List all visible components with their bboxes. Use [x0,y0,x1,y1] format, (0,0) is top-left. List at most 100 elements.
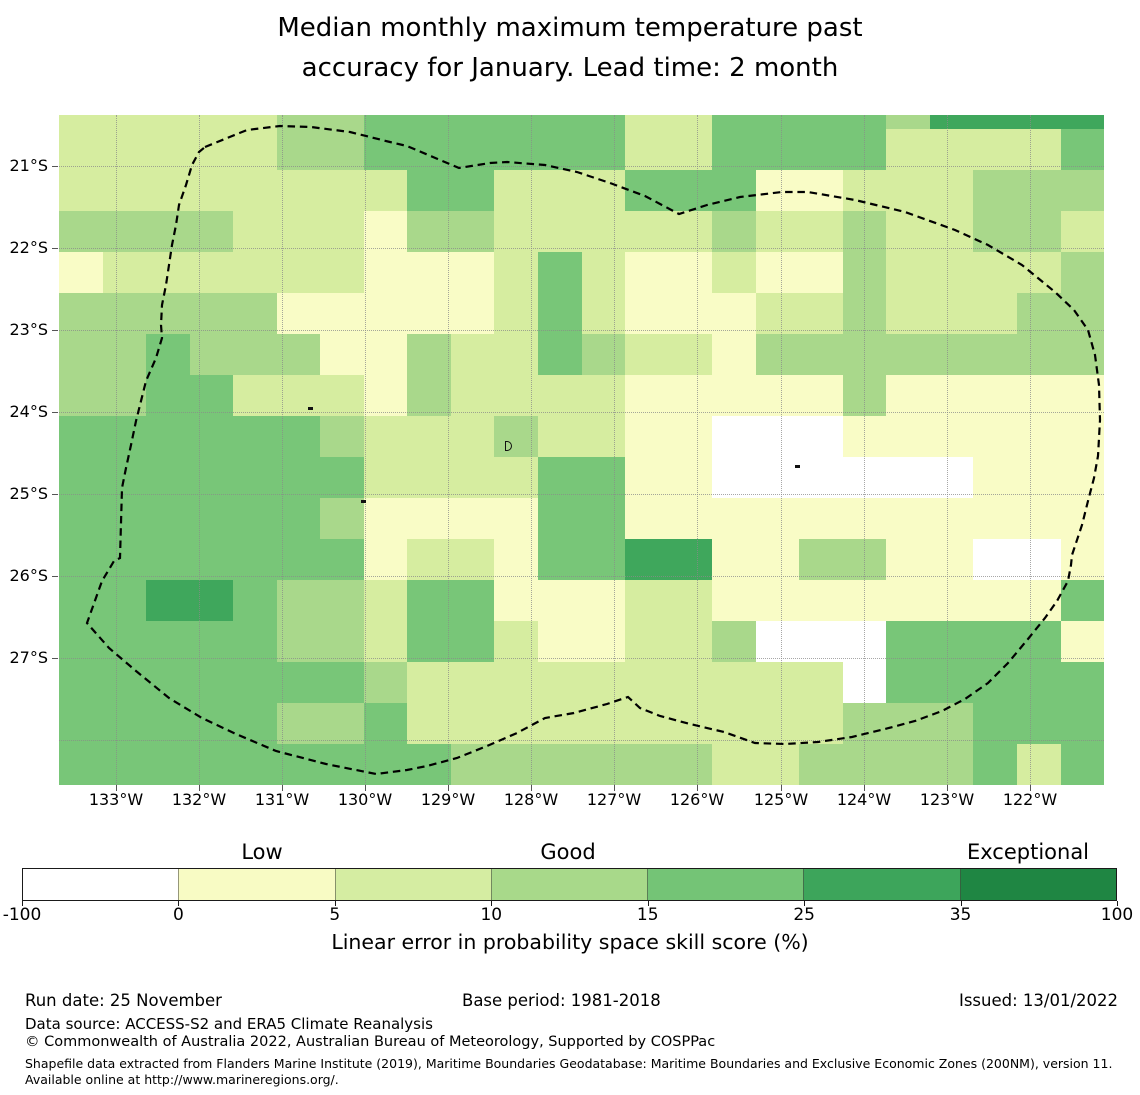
heatmap-cell [146,252,190,293]
heatmap-cell [625,744,669,785]
heatmap-cell [668,375,713,416]
heatmap-cell [320,744,364,785]
data-source-text: Data source: ACCESS-S2 and ERA5 Climate … [25,1015,433,1033]
heatmap-cell [102,170,147,211]
heatmap-cell [973,662,1018,703]
heatmap-cell [407,334,451,375]
heatmap-cell [538,662,582,703]
heatmap-cell [973,252,1018,293]
heatmap-cell [146,211,190,252]
heatmap-cell [450,375,495,416]
x-axis-label: 123°W [919,790,975,809]
y-axis-tickmark [52,166,58,167]
colorbar-segment [334,869,491,900]
heatmap-cell [189,170,234,211]
heatmap-cell [1060,211,1105,252]
heatmap-cell [407,211,451,252]
heatmap-cell [450,744,495,785]
heatmap-cell [1060,580,1105,621]
heatmap-cell [363,416,408,457]
colorbar-tickmark [491,901,493,906]
heatmap-cell [276,334,321,375]
heatmap-cell [276,293,321,334]
x-axis-label: 128°W [503,790,559,809]
heatmap-cell [973,457,1018,498]
heatmap-cell [189,621,234,662]
heatmap-cell [276,252,321,293]
colorbar-region-label: Exceptional [966,840,1090,864]
heatmap-cell [363,703,408,744]
heatmap-cell [581,129,626,170]
heatmap-cell [450,293,495,334]
heatmap-cell [189,703,234,744]
longitude-gridline [614,115,615,785]
heatmap-cell [929,498,974,539]
heatmap-cell [320,252,364,293]
colorbar-tickmark [178,901,180,906]
heatmap-cell [102,662,147,703]
heatmap-cell [668,621,713,662]
heatmap-cell [625,621,669,662]
heatmap-cell [146,703,190,744]
heatmap-cell [538,744,582,785]
heatmap-cell [102,334,147,375]
heatmap-cell [886,416,930,457]
heatmap-cell [1060,457,1105,498]
heatmap-cell [363,170,408,211]
heatmap-cell [363,539,408,580]
heatmap-cell [320,293,364,334]
heatmap-cell [929,170,974,211]
heatmap-cell [320,662,364,703]
heatmap-cell [102,375,147,416]
x-axis-tickmark [1030,785,1031,791]
heatmap-cell [59,252,103,293]
heatmap-cell [320,621,364,662]
heatmap-cell [1060,252,1105,293]
heatmap-cell [755,293,800,334]
heatmap-cell [973,703,1018,744]
heatmap-cell [1017,293,1061,334]
heatmap-cell [407,662,451,703]
x-axis-label: 122°W [1002,790,1058,809]
heatmap-cell [886,115,930,129]
y-axis-tickmark [52,658,58,659]
heatmap-cell [59,744,103,785]
heatmap-cell [973,170,1018,211]
heatmap-cell [450,115,495,129]
heatmap-cell [407,539,451,580]
heatmap-cell [886,703,930,744]
heatmap-cell [668,744,713,785]
heatmap-cell [712,211,756,252]
heatmap-cell [363,293,408,334]
heatmap-cell [668,115,713,129]
heatmap-cell [233,115,277,129]
longitude-gridline [199,115,200,785]
x-axis-tickmark [947,785,948,791]
heatmap-cell [407,457,451,498]
copyright-text: © Commonwealth of Australia 2022, Austra… [25,1034,716,1050]
y-axis-label: 24°S [9,402,48,421]
heatmap-cell [276,211,321,252]
y-axis-tickmark [52,576,58,577]
longitude-gridline [781,115,782,785]
heatmap-cell [625,457,669,498]
heatmap-cell [799,621,843,662]
heatmap-cell [1017,744,1061,785]
heatmap-cell [929,115,974,129]
heatmap-cell [407,416,451,457]
heatmap-cell [450,580,495,621]
heatmap-cell [581,744,626,785]
heatmap-cell [59,211,103,252]
heatmap-cell [755,129,800,170]
heatmap-cell [102,129,147,170]
heatmap-cell [973,334,1018,375]
heatmap-cell [668,498,713,539]
heatmap-cell [59,334,103,375]
heatmap-cell [320,115,364,129]
colorbar-segment [959,869,1116,900]
heatmap-cell [450,539,495,580]
heatmap-cell [799,170,843,211]
map-plot [59,115,1105,785]
heatmap-cell [1060,170,1105,211]
heatmap-cell [363,129,408,170]
